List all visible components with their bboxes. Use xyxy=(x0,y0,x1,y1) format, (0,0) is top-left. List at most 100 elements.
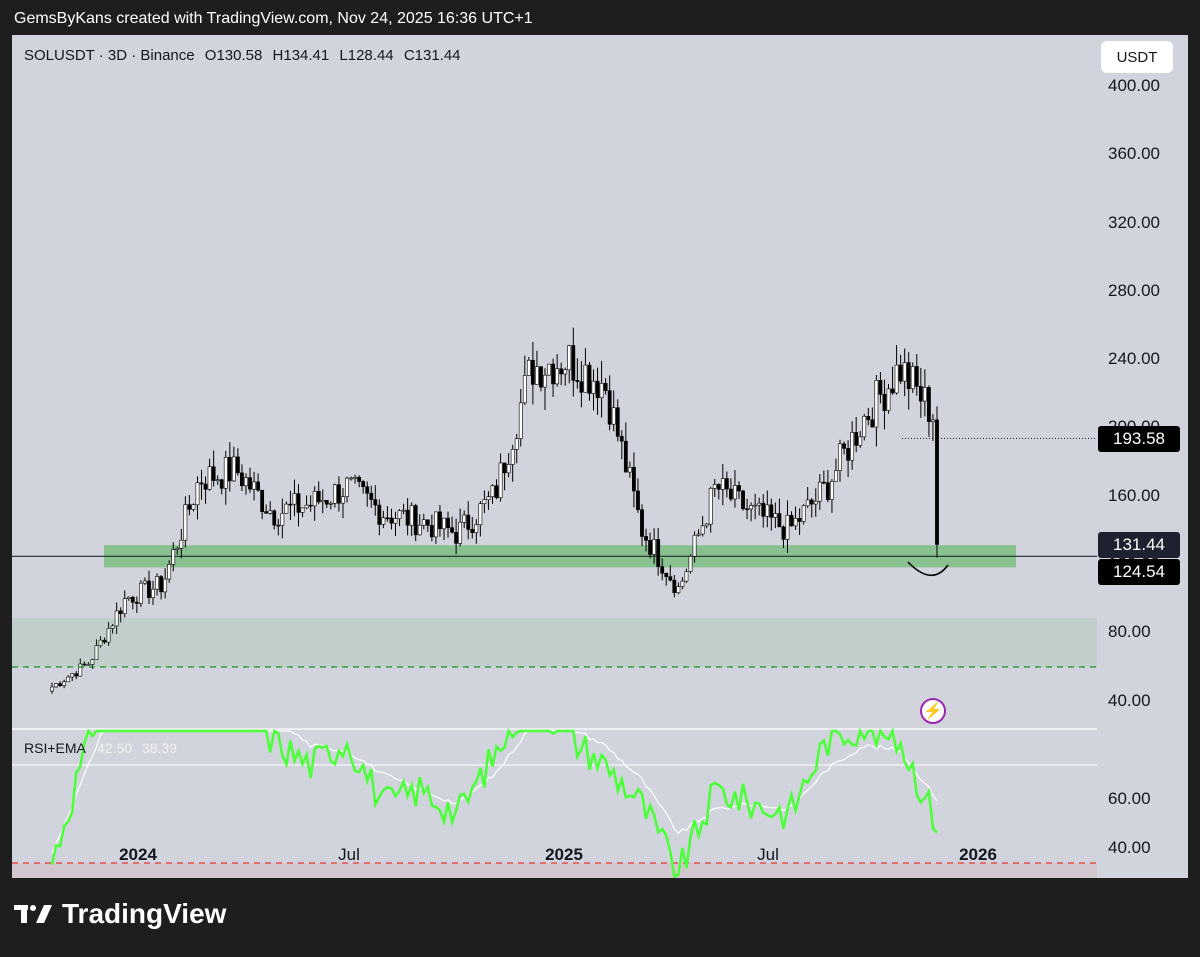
rsi-label: RSI+EMA xyxy=(24,740,86,756)
candle-body xyxy=(98,639,103,646)
candle-body xyxy=(514,438,519,450)
high-value: H134.41 xyxy=(272,47,330,64)
candle-body xyxy=(918,386,923,402)
candle-body xyxy=(421,519,426,526)
candle-body xyxy=(555,368,560,385)
candle-body xyxy=(733,485,737,500)
candle-body xyxy=(159,576,164,593)
time-tick-label: 2024 xyxy=(119,845,157,864)
candle-body xyxy=(850,432,855,461)
candle-body xyxy=(696,533,701,536)
candle-body xyxy=(830,481,834,500)
candle-body xyxy=(353,476,357,479)
candle-body xyxy=(757,502,762,506)
candle-body xyxy=(801,505,806,522)
candle-body xyxy=(183,504,188,541)
candle-body xyxy=(494,485,499,499)
candle-body xyxy=(244,477,248,487)
candle-body xyxy=(765,504,770,517)
candle-body xyxy=(623,440,628,473)
price-tick-label: 240.00 xyxy=(1108,349,1160,369)
candle-body xyxy=(700,525,705,535)
candle-body xyxy=(90,659,95,665)
candle-body xyxy=(632,467,636,492)
lightning-icon[interactable]: ⚡ xyxy=(920,698,946,724)
symbol-label: SOLUSDT · 3D · Binance xyxy=(24,47,195,64)
time-tick-label: 2026 xyxy=(959,845,997,864)
candle-body xyxy=(470,529,475,533)
candle-body xyxy=(797,518,802,522)
candle-body xyxy=(809,499,814,505)
price-tag-124-54: 124.54 xyxy=(1098,559,1180,585)
candle-body xyxy=(450,527,454,533)
candle-body xyxy=(656,539,661,567)
candle-body xyxy=(288,503,293,506)
candle-body xyxy=(927,387,931,422)
currency-button[interactable]: USDT xyxy=(1101,41,1173,73)
candle-body xyxy=(745,508,749,511)
candle-body xyxy=(401,509,406,512)
candle-body xyxy=(935,419,939,545)
candle-body xyxy=(595,380,600,399)
candle-body xyxy=(785,514,790,540)
candle-body xyxy=(425,519,430,526)
candle-body xyxy=(684,571,689,582)
chart-credit: GemsByKans created with TradingView.com,… xyxy=(14,10,533,27)
candle-body xyxy=(296,493,301,513)
candle-body xyxy=(50,686,54,692)
candle-body xyxy=(680,580,685,587)
candle-body xyxy=(478,503,483,526)
candle-body xyxy=(567,345,572,371)
candle-body xyxy=(369,492,374,500)
brand-name: TradingView xyxy=(62,898,227,929)
candle-body xyxy=(668,576,673,581)
candle-body xyxy=(547,363,551,376)
time-tick-label: Jul xyxy=(757,845,779,864)
candle-body xyxy=(914,366,919,387)
candle-body xyxy=(134,601,139,604)
rsi-tick-label: 60.00 xyxy=(1108,789,1151,809)
candle-body xyxy=(381,517,386,525)
candle-body xyxy=(482,499,487,504)
candle-body xyxy=(882,394,887,411)
candle-body xyxy=(179,539,184,549)
rsi-overbought-band xyxy=(12,618,1097,667)
candle-body xyxy=(530,359,535,385)
candle-body xyxy=(688,555,693,572)
candle-body xyxy=(328,502,333,505)
price-tick-label: 40.00 xyxy=(1108,690,1151,710)
candle-body xyxy=(805,499,810,507)
candle-body xyxy=(607,390,612,425)
candle-body xyxy=(902,362,907,382)
candle-body xyxy=(640,509,644,537)
candle-body xyxy=(761,502,766,517)
candle-body xyxy=(922,387,927,402)
candle-body xyxy=(773,513,778,518)
candle-body xyxy=(316,490,321,503)
candle-body xyxy=(312,490,317,507)
candle-body xyxy=(361,481,366,487)
tradingview-logo: TradingView xyxy=(14,898,226,930)
candle-body xyxy=(264,511,269,514)
candle-body xyxy=(854,432,859,446)
candle-body xyxy=(599,382,604,399)
candle-body xyxy=(506,464,511,474)
candle-body xyxy=(114,610,119,627)
candle-body xyxy=(405,509,410,526)
price-chart[interactable] xyxy=(12,35,1188,878)
chart-frame[interactable]: SOLUSDT · 3D · Binance O130.58 H134.41 L… xyxy=(12,35,1188,878)
candle-body xyxy=(82,663,87,666)
candle-body xyxy=(571,345,576,381)
candle-body xyxy=(825,482,830,500)
candle-body xyxy=(139,582,143,604)
rsi-oversold-band xyxy=(12,863,1097,878)
candle-body xyxy=(834,470,838,482)
bounce-arc-annotation xyxy=(907,561,949,577)
candle-body xyxy=(672,579,677,594)
candle-body xyxy=(62,681,67,686)
candle-body xyxy=(817,481,822,502)
candle-body xyxy=(58,683,62,686)
candle-body xyxy=(648,539,652,555)
candle-body xyxy=(781,526,786,540)
candle-body xyxy=(603,382,608,391)
